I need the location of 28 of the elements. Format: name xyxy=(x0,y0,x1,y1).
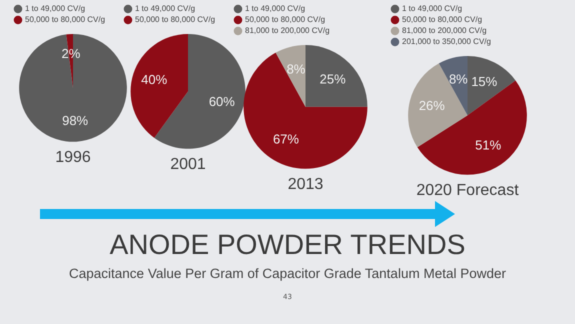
data-label: 98% xyxy=(62,112,89,128)
legend-label: 81,000 to 200,000 CV/g xyxy=(245,26,330,36)
data-label: 40% xyxy=(141,72,168,87)
data-label: 26% xyxy=(418,98,446,113)
data-label: 25% xyxy=(320,71,346,86)
data-label: 2% xyxy=(62,46,81,62)
text: 2001 xyxy=(170,156,206,173)
legend-label: 1 to 49,000 CV/g xyxy=(25,4,86,14)
legend-label: 50,000 to 80,000 CV/g xyxy=(245,15,326,24)
data-label: 51% xyxy=(475,137,502,152)
legend-label: 1 to 49,000 CV/g xyxy=(245,4,306,14)
text: 2020 Forecast xyxy=(416,182,520,199)
data-label: 8% xyxy=(286,61,306,76)
data-label: 15% xyxy=(471,74,498,90)
text: ANODE POWDER TRENDS xyxy=(108,228,466,262)
legend-label: 1 to 49,000 CV/g xyxy=(402,4,462,14)
data-label: 8% xyxy=(448,71,468,86)
legend-label: 81,000 to 200,000 CV/g xyxy=(402,26,487,36)
legend-label: 50,000 to 80,000 CV/g xyxy=(135,15,216,24)
text: Capacitance Value Per Gram of Capacitor Grade Tantalum Metal Powder xyxy=(68,266,507,281)
legend-label: 1 to 49,000 CV/g xyxy=(135,4,196,14)
legend-label: 201,000 to 350,000 CV/g xyxy=(402,37,491,46)
legend-label: 50,000 to 80,000 CV/g xyxy=(402,15,482,24)
data-label: 67% xyxy=(272,132,300,147)
text: 2013 xyxy=(288,176,324,193)
data-label: 60% xyxy=(208,94,236,109)
legend-label: 50,000 to 80,000 CV/g xyxy=(25,15,106,24)
text: 1996 xyxy=(55,148,91,166)
